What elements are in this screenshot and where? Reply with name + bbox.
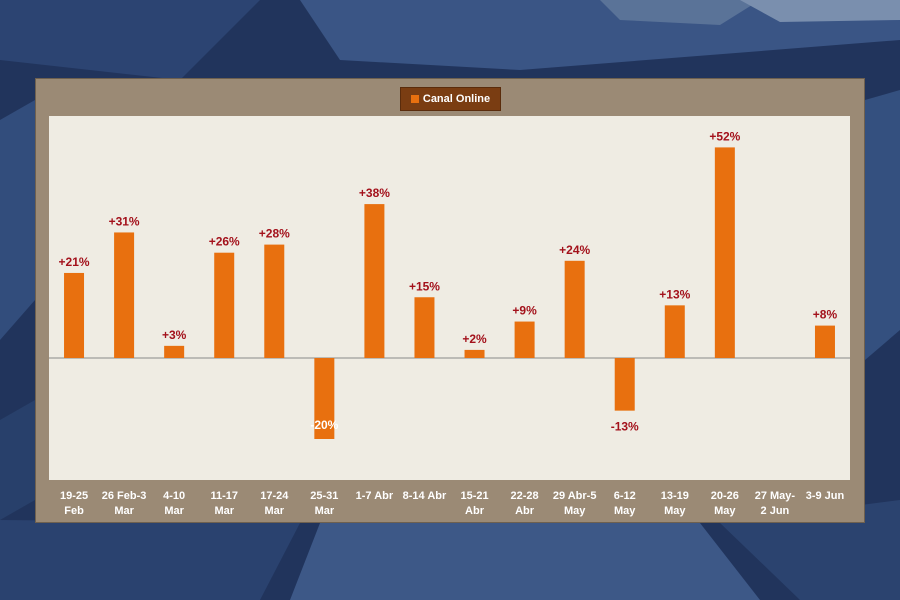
data-label-10: +24% bbox=[559, 243, 590, 257]
bar-1 bbox=[114, 232, 135, 358]
bar-12 bbox=[664, 305, 685, 358]
x-tick-label-14-0: 27 May- bbox=[755, 490, 796, 502]
data-label-1: +31% bbox=[109, 214, 140, 228]
x-tick-label-4-0: 17-24 bbox=[260, 490, 289, 502]
data-label-6: +38% bbox=[359, 186, 390, 200]
bar-15 bbox=[814, 325, 835, 358]
bar-9 bbox=[514, 321, 535, 358]
data-label-3: +26% bbox=[209, 235, 240, 249]
x-tick-label-0-0: 19-25 bbox=[60, 490, 88, 502]
data-label-12: +13% bbox=[659, 287, 690, 301]
data-label-15: +8% bbox=[813, 308, 838, 322]
data-label-4: +28% bbox=[259, 227, 290, 241]
data-label-11: -13% bbox=[611, 420, 639, 434]
chart-legend: Canal Online bbox=[400, 87, 501, 111]
x-tick-label-3-1: Mar bbox=[214, 505, 234, 517]
bar-6 bbox=[364, 204, 385, 358]
bar-4 bbox=[264, 244, 285, 358]
x-tick-label-1-1: Mar bbox=[114, 505, 134, 517]
x-tick-label-10-0: 29 Abr-5 bbox=[553, 490, 597, 502]
bar-2 bbox=[164, 345, 185, 358]
x-tick-label-2-1: Mar bbox=[164, 505, 184, 517]
x-tick-label-3-0: 11-17 bbox=[210, 490, 238, 502]
bar-10 bbox=[564, 260, 585, 358]
x-tick-label-12-0: 13-19 bbox=[661, 490, 689, 502]
x-tick-label-11-1: May bbox=[614, 505, 636, 517]
bar-0 bbox=[64, 272, 85, 358]
bar-7 bbox=[414, 297, 435, 358]
legend-label-canal-online: Canal Online bbox=[422, 93, 491, 105]
x-tick-label-11-0: 6-12 bbox=[614, 490, 636, 502]
x-tick-label-14-1: 2 Jun bbox=[761, 505, 790, 517]
data-label-7: +15% bbox=[409, 279, 440, 293]
x-tick-label-9-1: Abr bbox=[515, 505, 535, 517]
x-tick-label-13-0: 20-26 bbox=[711, 490, 739, 502]
x-tick-label-7-0: 8-14 Abr bbox=[403, 490, 447, 502]
legend-swatch-canal-online bbox=[410, 95, 419, 103]
bar-8 bbox=[464, 349, 485, 358]
data-label-2: +3% bbox=[162, 328, 187, 342]
bar-13 bbox=[714, 147, 735, 358]
x-tick-label-13-1: May bbox=[714, 505, 736, 517]
data-label-8: +2% bbox=[462, 332, 487, 346]
x-tick-label-12-1: May bbox=[664, 505, 686, 517]
x-tick-label-5-0: 25-31 bbox=[310, 490, 338, 502]
x-tick-label-6-0: 1-7 Abr bbox=[356, 490, 394, 502]
bar-5 bbox=[314, 358, 335, 439]
bar-3 bbox=[214, 252, 235, 358]
x-tick-label-4-1: Mar bbox=[265, 505, 285, 517]
data-label-13: +52% bbox=[709, 129, 740, 143]
data-label-5: -20% bbox=[310, 418, 338, 432]
x-tick-label-2-0: 4-10 bbox=[163, 490, 185, 502]
x-tick-label-8-1: Abr bbox=[465, 505, 485, 517]
data-label-9: +9% bbox=[512, 304, 537, 318]
x-tick-label-0-1: Feb bbox=[64, 505, 84, 517]
bar-11 bbox=[614, 358, 635, 411]
data-label-0: +21% bbox=[59, 255, 90, 269]
x-tick-label-15-0: 3-9 Jun bbox=[806, 490, 845, 502]
x-tick-label-5-1: Mar bbox=[315, 505, 335, 517]
x-tick-label-10-1: May bbox=[564, 505, 586, 517]
x-tick-label-8-0: 15-21 bbox=[460, 490, 488, 502]
x-tick-label-9-0: 22-28 bbox=[511, 490, 539, 502]
x-tick-label-1-0: 26 Feb-3 bbox=[102, 490, 147, 502]
